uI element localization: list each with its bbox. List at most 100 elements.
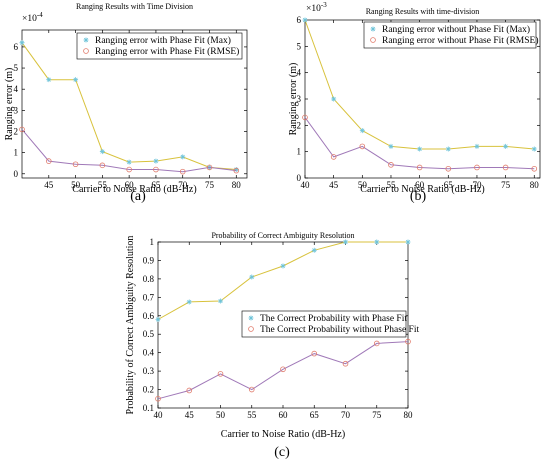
legend-label: Ranging error without Phase Fit (RMSE) bbox=[382, 35, 538, 46]
data-point-star bbox=[405, 239, 411, 245]
data-point-star bbox=[531, 146, 537, 152]
y-axis-label: Ranging error (m) bbox=[4, 68, 15, 141]
x-tick-label: 80 bbox=[530, 180, 540, 190]
data-point-circle bbox=[248, 386, 255, 393]
data-point-star bbox=[73, 77, 79, 83]
legend-label: Ranging error with Phase Fit (Max) bbox=[95, 35, 231, 46]
y-tick-label: 1 bbox=[150, 237, 155, 247]
data-point-star bbox=[311, 247, 317, 253]
caption-b: (b) bbox=[410, 189, 427, 204]
y-tick-label: 4 bbox=[297, 68, 302, 78]
legend-marker-circle bbox=[370, 37, 376, 43]
y-tick-label: 0.9 bbox=[143, 255, 155, 265]
y-tick-label: 0.1 bbox=[143, 403, 154, 413]
x-tick-label: 60 bbox=[279, 410, 289, 420]
y-tick-label: 3 bbox=[297, 94, 302, 104]
data-point-circle bbox=[126, 166, 132, 173]
x-tick-label: 70 bbox=[472, 180, 482, 190]
x-tick-label: 65 bbox=[151, 180, 161, 190]
data-point-circle bbox=[45, 158, 52, 164]
data-point-circle bbox=[155, 395, 161, 402]
x-axis-label: Carrier to Noise Ratio (dB-Hz) bbox=[360, 184, 484, 195]
data-point-star bbox=[280, 263, 286, 269]
y-tick-label: 2 bbox=[297, 120, 302, 130]
data-point-star bbox=[343, 239, 348, 245]
data-point-circle bbox=[474, 164, 480, 171]
legend-box bbox=[363, 21, 537, 49]
x-tick-label: 45 bbox=[185, 410, 195, 420]
data-point-star bbox=[99, 149, 105, 155]
caption-c: (c) bbox=[274, 445, 290, 460]
data-point-star bbox=[503, 143, 509, 149]
data-point-circle bbox=[359, 143, 366, 150]
data-point-circle bbox=[342, 360, 349, 367]
x-tick-label: 50 bbox=[358, 180, 368, 190]
data-point-circle bbox=[330, 154, 337, 160]
x-tick-label: 75 bbox=[205, 180, 215, 190]
legend-marker-circle bbox=[248, 326, 254, 332]
y-tick-label: 1 bbox=[297, 147, 302, 157]
y-tick-label: 5 bbox=[297, 41, 302, 51]
y-tick-label: 3 bbox=[14, 105, 19, 115]
data-point-star bbox=[46, 77, 52, 83]
x-tick-label: 55 bbox=[247, 410, 257, 420]
series-line-0 bbox=[157, 241, 408, 320]
x-axis-label: Carrier to Noise Ratio (dB-Hz) bbox=[221, 429, 345, 440]
data-point-star bbox=[445, 146, 451, 152]
x-tick-label: 40 bbox=[301, 180, 311, 190]
data-point-star bbox=[374, 239, 380, 245]
x-tick-label: 50 bbox=[216, 410, 226, 420]
data-point-star bbox=[302, 17, 308, 23]
legend-label: The Correct Probability with Phase Fit bbox=[260, 314, 407, 324]
data-point-star bbox=[155, 316, 161, 322]
x-tick-label: 80 bbox=[404, 410, 414, 420]
data-point-star bbox=[359, 128, 365, 134]
legend-box bbox=[241, 310, 407, 338]
data-point-circle bbox=[217, 371, 224, 377]
legend-marker-star bbox=[370, 26, 376, 32]
x-tick-label: 65 bbox=[444, 180, 454, 190]
x-tick-label: 75 bbox=[372, 410, 382, 420]
data-point-star bbox=[153, 158, 159, 164]
data-point-circle bbox=[311, 350, 318, 357]
y-tick-label: 2 bbox=[14, 126, 19, 136]
legend-marker-star bbox=[248, 315, 254, 321]
x-tick-label: 50 bbox=[71, 180, 81, 190]
y-tick-label: 0 bbox=[14, 169, 19, 179]
series-line-1 bbox=[21, 129, 237, 173]
y-tick-label: 6 bbox=[297, 15, 302, 25]
multiplier-exponent: -3 bbox=[321, 1, 327, 9]
data-point-star bbox=[417, 146, 423, 152]
multiplier-base: ×10 bbox=[22, 14, 37, 24]
chart-ambiguity-probability: Probability of Correct Ambiguity Resolut… bbox=[125, 231, 419, 440]
legend-label: Ranging error with Phase Fit (RMSE) bbox=[95, 46, 239, 57]
x-tick-label: 45 bbox=[44, 180, 54, 190]
data-point-circle bbox=[531, 165, 538, 172]
data-point-circle bbox=[179, 168, 186, 175]
data-point-star bbox=[126, 159, 132, 165]
x-tick-label: 70 bbox=[341, 410, 351, 420]
data-point-circle bbox=[72, 161, 79, 168]
axis-multiplier: ×10-4 bbox=[22, 11, 43, 24]
y-tick-label: 5 bbox=[14, 63, 19, 73]
multiplier-base: ×10 bbox=[306, 4, 321, 14]
data-point-circle bbox=[445, 165, 452, 172]
plot-frame bbox=[21, 29, 248, 179]
axis-multiplier: ×10-3 bbox=[306, 1, 327, 14]
multiplier-exponent: -4 bbox=[37, 11, 43, 19]
data-point-star bbox=[186, 299, 192, 305]
data-point-star bbox=[218, 298, 223, 304]
data-point-star bbox=[19, 40, 25, 46]
y-tick-label: 0.7 bbox=[143, 292, 155, 302]
x-axis-label: Carrier to Noise Ratio (dB-Hz) bbox=[72, 184, 196, 195]
x-tick-label: 40 bbox=[154, 410, 164, 420]
data-point-circle bbox=[388, 162, 394, 168]
y-tick-label: 0.8 bbox=[143, 274, 155, 284]
data-point-circle bbox=[373, 340, 380, 347]
data-point-circle bbox=[416, 164, 423, 171]
data-point-star bbox=[233, 167, 239, 173]
chart-title: Ranging Results with Time Division bbox=[76, 2, 193, 11]
x-tick-label: 65 bbox=[310, 410, 320, 420]
y-tick-label: 0 bbox=[297, 173, 302, 183]
